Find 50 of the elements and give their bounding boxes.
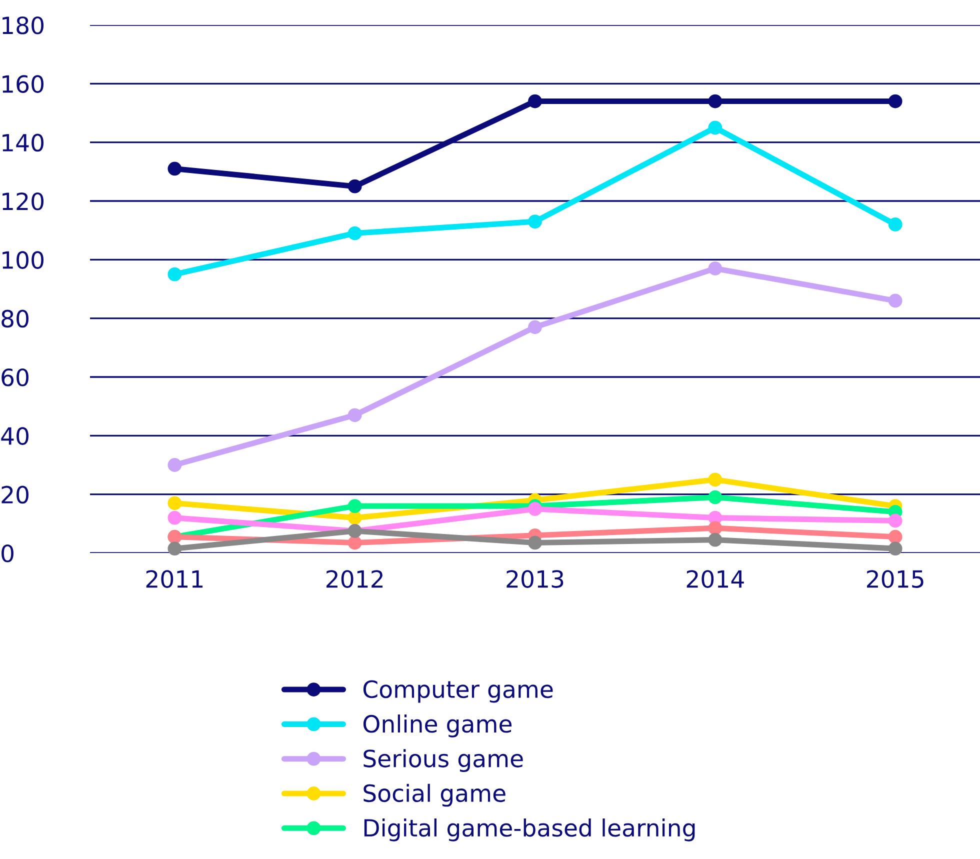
y-tick-label: 180 [2, 16, 44, 34]
point [888, 514, 902, 528]
y-tick-label: 20 [2, 486, 28, 504]
point [528, 320, 542, 334]
point [708, 521, 722, 536]
point [168, 267, 182, 282]
point [168, 542, 182, 556]
y-tick-label: 160 [2, 75, 44, 93]
point [168, 496, 182, 510]
y-tick-label: 40 [1, 427, 28, 445]
point [888, 218, 902, 232]
y-tick-label: 120 [2, 192, 44, 210]
point [348, 536, 362, 550]
point [708, 94, 722, 108]
point [708, 472, 722, 487]
y-tick-label: 0 [2, 544, 14, 562]
point [708, 490, 722, 504]
legend-label: Digital game-based learning [364, 818, 695, 842]
point [528, 94, 542, 108]
x-tick-label: 2012 [326, 570, 383, 588]
point [348, 499, 362, 514]
point [528, 502, 542, 516]
point [168, 162, 182, 176]
point [708, 532, 722, 547]
legend-label: Serious game [364, 749, 523, 772]
point [168, 458, 182, 472]
y-tick-label: 100 [2, 251, 44, 269]
point [348, 179, 362, 194]
y-tick-label: 60 [2, 368, 28, 386]
legend-label: Online game [363, 714, 512, 738]
point [348, 510, 362, 525]
point [528, 214, 542, 228]
legend-label: Computer game [363, 680, 553, 703]
legend-label: Social game [364, 784, 506, 807]
x-tick-label: 2013 [506, 570, 564, 588]
point [888, 530, 902, 544]
point [348, 408, 362, 422]
x-tick-label: 2011 [146, 570, 203, 588]
point [168, 510, 182, 525]
point [888, 294, 902, 308]
point [348, 226, 362, 240]
point [528, 536, 542, 550]
point [708, 262, 722, 276]
point [888, 542, 902, 556]
y-tick-label: 80 [2, 310, 28, 328]
point [888, 94, 902, 108]
x-tick-label: 2014 [686, 570, 744, 588]
x-tick-label: 2015 [867, 570, 924, 588]
point [708, 120, 722, 135]
y-tick-label: 140 [2, 134, 44, 152]
